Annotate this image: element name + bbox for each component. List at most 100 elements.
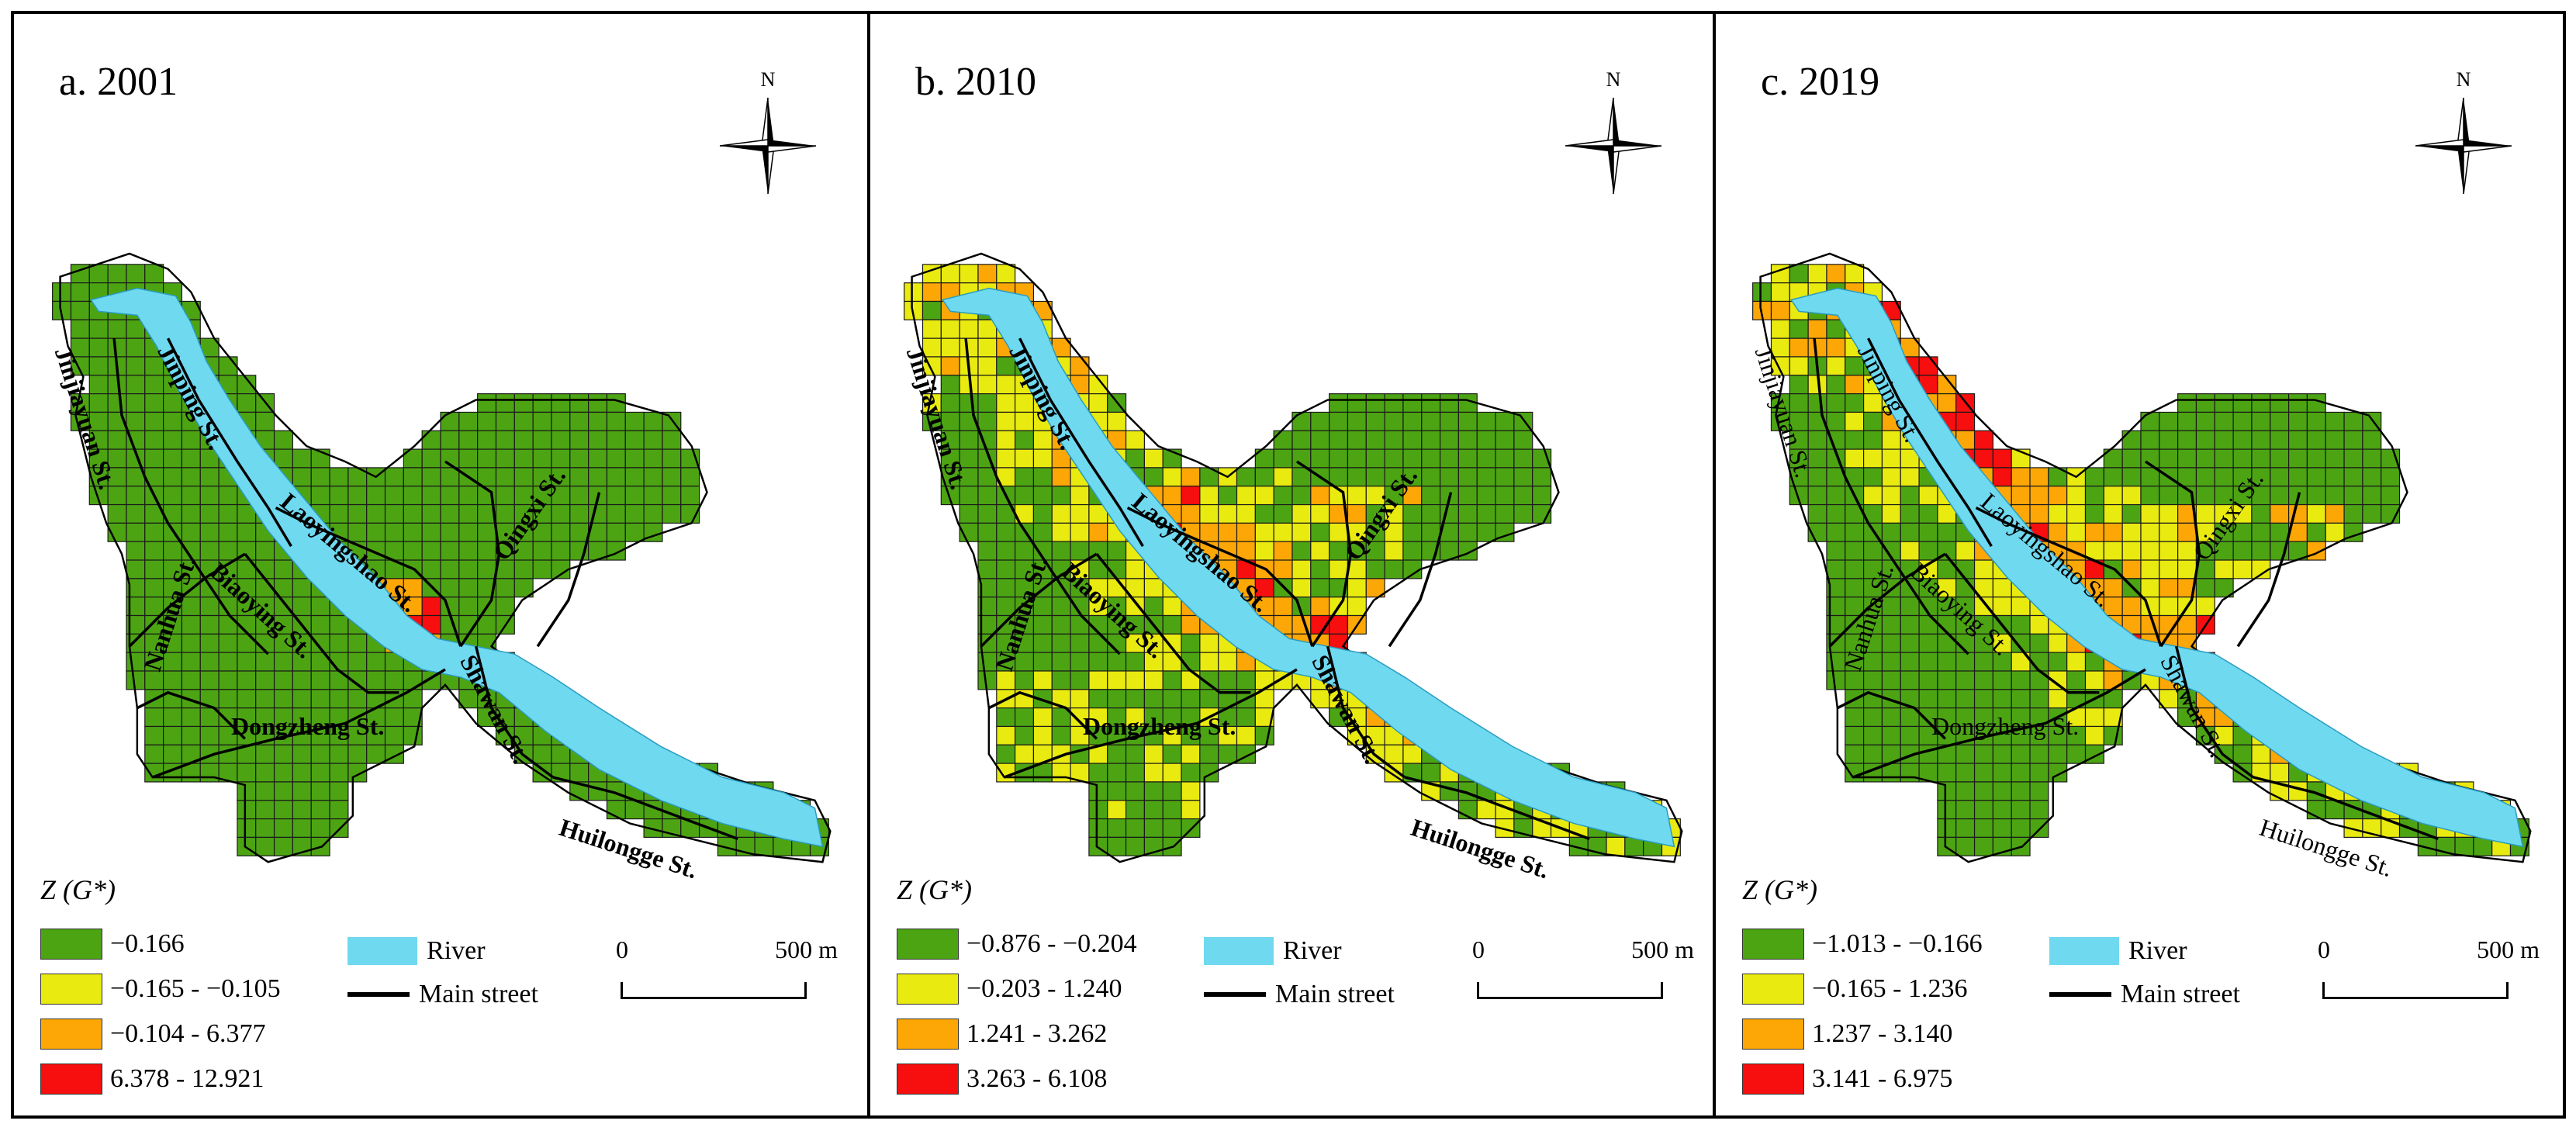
main-street-11 bbox=[137, 690, 247, 740]
legend-class-3: 1.241 - 3.262 bbox=[897, 1012, 1222, 1057]
legend-street: Main street bbox=[2049, 973, 2240, 1016]
legend-swatch bbox=[40, 929, 102, 960]
legend-title: Z (G*) bbox=[40, 874, 116, 905]
north-arrow-icon: N bbox=[2409, 68, 2518, 208]
street-label: Dongzheng St. bbox=[231, 712, 385, 740]
legend-features: River Main street bbox=[348, 929, 538, 1016]
legend-river: River bbox=[2049, 929, 2240, 973]
legend-class-2: −0.203 - 1.240 bbox=[897, 967, 1222, 1012]
legend-swatch bbox=[897, 974, 959, 1005]
legend-swatch bbox=[1742, 929, 1804, 960]
main-street-9 bbox=[2253, 776, 2439, 841]
legend-class-2: −0.165 - −0.105 bbox=[40, 967, 366, 1012]
main-street-1 bbox=[1813, 337, 1969, 655]
street-label: Dongzheng St. bbox=[1083, 712, 1236, 740]
street-swatch bbox=[348, 992, 410, 997]
legend-swatch bbox=[897, 929, 959, 960]
legend-features: River Main street bbox=[2049, 929, 2240, 1016]
panel-title: b. 2010 bbox=[915, 60, 1036, 104]
main-street-3 bbox=[1126, 506, 1314, 647]
scale-bar-line bbox=[2322, 982, 2509, 999]
main-street-4 bbox=[2144, 460, 2201, 648]
panel-title: a. 2001 bbox=[59, 60, 178, 104]
legend: Z (G*) −1.013 - −0.166 −0.165 - 1.236 1.… bbox=[1742, 873, 2068, 1102]
legend-features: River Main street bbox=[1204, 929, 1395, 1016]
map-canvas bbox=[1752, 252, 2532, 863]
main-street-8 bbox=[474, 645, 554, 779]
main-street-10 bbox=[1388, 492, 1453, 648]
main-street-4 bbox=[1295, 460, 1353, 648]
main-street-5 bbox=[128, 552, 246, 648]
north-arrow-icon: N bbox=[714, 68, 822, 208]
study-area-outline bbox=[911, 252, 1683, 863]
study-area-outline bbox=[59, 252, 832, 863]
legend-class-1: −0.876 - −0.204 bbox=[897, 922, 1222, 967]
legend: Z (G*) −0.876 - −0.204 −0.203 - 1.240 1.… bbox=[897, 873, 1222, 1102]
main-street-7 bbox=[152, 668, 446, 779]
main-street-7 bbox=[1004, 668, 1298, 779]
river-swatch bbox=[348, 937, 417, 965]
street-swatch bbox=[1204, 992, 1266, 997]
legend-class-2: −0.165 - 1.236 bbox=[1742, 967, 2068, 1012]
main-street-2 bbox=[167, 337, 292, 548]
scale-bar-line bbox=[621, 982, 807, 999]
legend-swatch bbox=[1742, 974, 1804, 1005]
main-street-8 bbox=[1326, 645, 1406, 779]
main-street-8 bbox=[2174, 645, 2254, 779]
main-street-4 bbox=[444, 460, 501, 648]
legend-class-4: 3.141 - 6.975 bbox=[1742, 1057, 2068, 1102]
street-label: Dongzheng St. bbox=[1931, 712, 2080, 740]
main-street-10 bbox=[536, 492, 601, 648]
river-swatch bbox=[2049, 937, 2119, 965]
main-street-3 bbox=[275, 506, 462, 647]
legend-swatch bbox=[1742, 1064, 1804, 1095]
legend-river: River bbox=[348, 929, 538, 973]
scale-bar: 0 500 m bbox=[2318, 936, 2540, 1005]
legend-river: River bbox=[1204, 929, 1395, 973]
legend-class-1: −1.013 - −0.166 bbox=[1742, 922, 2068, 967]
map-panel-2001: a. 2001 N Z (G*) −0.166 −0.165 - −0.105 … bbox=[11, 11, 870, 1119]
map-panel-2019: c. 2019 N Z (G*) −1.013 - −0.166 −0.165 … bbox=[1713, 11, 2566, 1119]
legend-class-3: 1.237 - 3.140 bbox=[1742, 1012, 2068, 1057]
legend-title: Z (G*) bbox=[897, 874, 972, 905]
legend-swatch bbox=[897, 1064, 959, 1095]
main-street-5 bbox=[980, 552, 1098, 648]
main-street-9 bbox=[1404, 776, 1590, 841]
legend-class-4: 3.263 - 6.108 bbox=[897, 1057, 1222, 1102]
map-canvas bbox=[904, 252, 1683, 863]
main-street-6 bbox=[244, 553, 399, 694]
scale-bar-line bbox=[1477, 982, 1663, 999]
main-street-6 bbox=[1944, 553, 2100, 694]
river-swatch bbox=[1204, 937, 1274, 965]
map-canvas bbox=[52, 252, 832, 863]
scale-bar: 0 500 m bbox=[616, 936, 838, 1005]
panel-title: c. 2019 bbox=[1761, 60, 1880, 104]
legend-swatch bbox=[40, 974, 102, 1005]
river bbox=[942, 287, 1675, 848]
main-street-1 bbox=[112, 337, 269, 655]
river bbox=[90, 287, 824, 848]
main-street-2 bbox=[1018, 337, 1144, 548]
legend: Z (G*) −0.166 −0.165 - −0.105 −0.104 - 6… bbox=[40, 873, 366, 1102]
street-swatch bbox=[2049, 992, 2111, 997]
main-street-7 bbox=[1852, 668, 2146, 779]
legend-class-1: −0.166 bbox=[40, 922, 366, 967]
legend-title: Z (G*) bbox=[1742, 874, 1817, 905]
legend-swatch bbox=[1742, 1019, 1804, 1050]
main-street-1 bbox=[964, 337, 1121, 655]
legend-class-3: −0.104 - 6.377 bbox=[40, 1012, 366, 1057]
legend-swatch bbox=[897, 1019, 959, 1050]
main-street-10 bbox=[2236, 492, 2301, 648]
legend-swatch bbox=[40, 1019, 102, 1050]
north-arrow-icon: N bbox=[1559, 68, 1668, 208]
legend-street: Main street bbox=[348, 973, 538, 1016]
main-street-11 bbox=[1837, 690, 1947, 740]
legend-class-4: 6.378 - 12.921 bbox=[40, 1057, 366, 1102]
main-street-2 bbox=[1867, 337, 1993, 548]
map-panel-2010: b. 2010 N Z (G*) −0.876 - −0.204 −0.203 … bbox=[867, 11, 1716, 1119]
main-street-3 bbox=[1975, 506, 2163, 647]
legend-street: Main street bbox=[1204, 973, 1395, 1016]
main-street-5 bbox=[1828, 552, 1946, 648]
legend-swatch bbox=[40, 1064, 102, 1095]
